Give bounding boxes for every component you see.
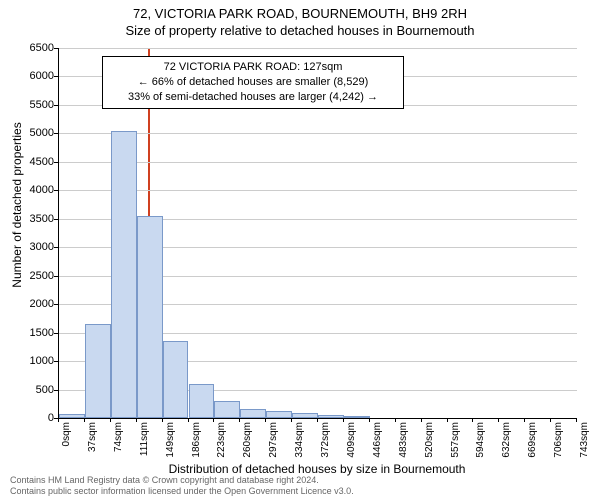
title-line1: 72, VICTORIA PARK ROAD, BOURNEMOUTH, BH9…	[0, 6, 600, 21]
y-tick-mark	[54, 133, 58, 134]
x-tick-label: 372sqm	[320, 422, 331, 472]
x-tick-mark	[58, 418, 59, 422]
y-tick-mark	[54, 76, 58, 77]
y-tick-label: 3000	[14, 241, 54, 253]
y-tick-label: 6000	[14, 70, 54, 82]
x-tick-label: 520sqm	[424, 422, 435, 472]
y-tick-label: 3500	[14, 213, 54, 225]
x-tick-mark	[343, 418, 344, 422]
y-tick-label: 5500	[14, 99, 54, 111]
x-tick-label: 594sqm	[475, 422, 486, 472]
x-tick-mark	[162, 418, 163, 422]
x-tick-mark	[550, 418, 551, 422]
x-tick-mark	[213, 418, 214, 422]
x-tick-label: 334sqm	[294, 422, 305, 472]
y-tick-label: 1000	[14, 355, 54, 367]
y-tick-label: 2000	[14, 298, 54, 310]
x-tick-label: 409sqm	[346, 422, 357, 472]
chart-container: 72, VICTORIA PARK ROAD, BOURNEMOUTH, BH9…	[0, 0, 600, 500]
histogram-bar	[111, 131, 137, 418]
histogram-bar	[163, 341, 189, 418]
annotation-line1: 72 VICTORIA PARK ROAD: 127sqm	[109, 60, 397, 75]
x-tick-label: 186sqm	[191, 422, 202, 472]
y-tick-mark	[54, 247, 58, 248]
y-tick-label: 4500	[14, 156, 54, 168]
histogram-bar	[240, 409, 266, 418]
gridline	[59, 162, 577, 163]
y-tick-label: 0	[14, 412, 54, 424]
x-tick-label: 260sqm	[242, 422, 253, 472]
x-tick-mark	[110, 418, 111, 422]
histogram-bar	[85, 324, 111, 418]
histogram-bar	[137, 216, 163, 418]
y-tick-label: 1500	[14, 327, 54, 339]
x-axis-label: Distribution of detached houses by size …	[58, 462, 576, 476]
x-tick-label: 297sqm	[268, 422, 279, 472]
y-tick-mark	[54, 390, 58, 391]
y-tick-mark	[54, 333, 58, 334]
x-tick-mark	[265, 418, 266, 422]
title-line2: Size of property relative to detached ho…	[0, 23, 600, 38]
x-tick-mark	[447, 418, 448, 422]
x-tick-label: 557sqm	[450, 422, 461, 472]
footer-line2: Contains public sector information licen…	[10, 486, 354, 497]
gridline	[59, 48, 577, 49]
histogram-bar	[214, 401, 240, 418]
x-tick-label: 223sqm	[216, 422, 227, 472]
y-tick-mark	[54, 190, 58, 191]
x-tick-mark	[524, 418, 525, 422]
x-tick-mark	[395, 418, 396, 422]
x-tick-label: 0sqm	[61, 422, 72, 472]
annotation-box: 72 VICTORIA PARK ROAD: 127sqm ← 66% of d…	[102, 56, 404, 109]
annotation-line2: ← 66% of detached houses are smaller (8,…	[109, 75, 397, 90]
annotation-line3: 33% of semi-detached houses are larger (…	[109, 90, 397, 105]
y-tick-label: 500	[14, 384, 54, 396]
x-tick-label: 669sqm	[527, 422, 538, 472]
y-tick-mark	[54, 304, 58, 305]
x-tick-mark	[472, 418, 473, 422]
x-tick-label: 743sqm	[579, 422, 590, 472]
histogram-bar	[344, 416, 370, 418]
x-tick-mark	[291, 418, 292, 422]
histogram-bar	[266, 411, 292, 418]
x-tick-mark	[239, 418, 240, 422]
y-tick-label: 6500	[14, 42, 54, 54]
histogram-bar	[292, 413, 318, 418]
x-tick-label: 111sqm	[139, 422, 150, 472]
x-tick-label: 632sqm	[501, 422, 512, 472]
x-tick-label: 37sqm	[87, 422, 98, 472]
y-tick-label: 4000	[14, 184, 54, 196]
footer-line1: Contains HM Land Registry data © Crown c…	[10, 475, 354, 486]
y-tick-mark	[54, 276, 58, 277]
y-tick-label: 5000	[14, 127, 54, 139]
y-tick-mark	[54, 48, 58, 49]
x-tick-mark	[317, 418, 318, 422]
x-tick-mark	[136, 418, 137, 422]
y-tick-mark	[54, 105, 58, 106]
x-tick-mark	[188, 418, 189, 422]
x-tick-mark	[369, 418, 370, 422]
x-tick-label: 446sqm	[372, 422, 383, 472]
y-tick-mark	[54, 361, 58, 362]
histogram-bar	[189, 384, 215, 418]
x-tick-mark	[576, 418, 577, 422]
gridline	[59, 190, 577, 191]
x-tick-label: 706sqm	[553, 422, 564, 472]
x-tick-label: 74sqm	[113, 422, 124, 472]
gridline	[59, 133, 577, 134]
footer-attribution: Contains HM Land Registry data © Crown c…	[10, 475, 354, 497]
histogram-bar	[318, 415, 344, 418]
y-tick-mark	[54, 162, 58, 163]
x-tick-label: 149sqm	[165, 422, 176, 472]
x-tick-label: 483sqm	[398, 422, 409, 472]
title-block: 72, VICTORIA PARK ROAD, BOURNEMOUTH, BH9…	[0, 0, 600, 38]
y-tick-label: 2500	[14, 270, 54, 282]
histogram-bar	[59, 414, 85, 418]
y-tick-mark	[54, 219, 58, 220]
x-tick-mark	[498, 418, 499, 422]
x-tick-mark	[84, 418, 85, 422]
x-tick-mark	[421, 418, 422, 422]
